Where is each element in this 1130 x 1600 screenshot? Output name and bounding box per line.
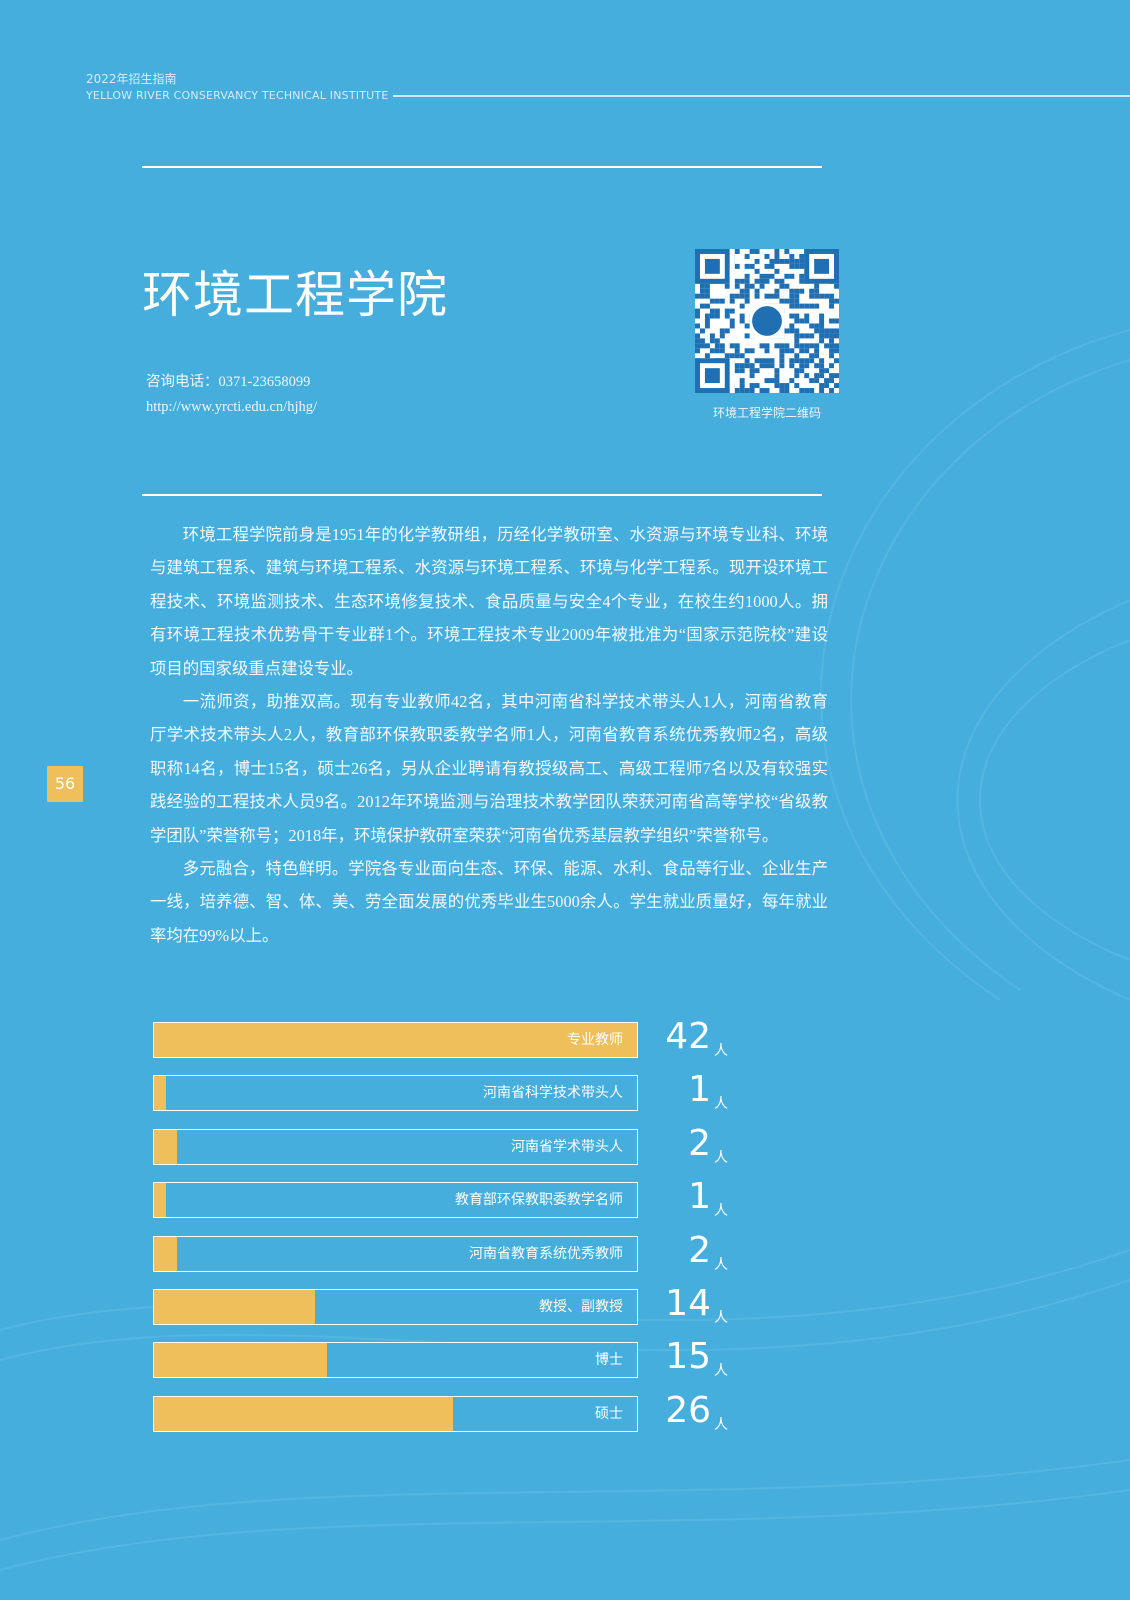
bar-label: 博士: [595, 1352, 623, 1369]
bar-fill: [154, 1290, 315, 1324]
bar-label: 河南省科学技术带头人: [483, 1085, 623, 1102]
website-link[interactable]: http://www.yrcti.edu.cn/hjhg/: [146, 399, 318, 415]
bar-row: 河南省科学技术带头人 1 人: [153, 1069, 873, 1113]
paragraph: 环境工程学院前身是1951年的化学教研组，历经化学教研室、水资源与环境专业科、环…: [150, 525, 828, 678]
bar-unit: 人: [714, 1096, 728, 1113]
bar-track: 专业教师: [153, 1022, 638, 1058]
paragraph: 一流师资，助推双高。现有专业教师42名，其中河南省科学技术带头人1人，河南省教育…: [150, 692, 828, 845]
bar-row: 教育部环保教职委教学名师 1 人: [153, 1176, 873, 1220]
bar-row: 河南省教育系统优秀教师 2 人: [153, 1230, 873, 1273]
bar-fill: [154, 1129, 177, 1164]
bar-label: 河南省教育系统优秀教师: [469, 1245, 623, 1262]
bar-value: 15: [665, 1336, 711, 1378]
bar-label: 硕士: [595, 1405, 623, 1422]
bar-value: 42: [665, 1016, 711, 1057]
bar-row: 河南省学术带头人 2 人: [153, 1123, 873, 1166]
bar-value: 1: [688, 1069, 711, 1111]
bar-label: 河南省学术带头人: [511, 1138, 623, 1155]
page-title: 环境工程学院: [142, 266, 448, 324]
header-divider: [393, 95, 1130, 97]
contact-info: 咨询电话：0371-23658099 http://www.yrcti.edu.…: [146, 370, 317, 420]
qr-code: [695, 249, 839, 393]
phone: 咨询电话：0371-23658099: [146, 374, 311, 390]
paragraph: 多元融合，特色鲜明。学院各专业面向生态、环保、能源、水利、食品等行业、企业生产一…: [150, 859, 828, 945]
institute-name: YELLOW RIVER CONSERVANCY TECHNICAL INSTI…: [86, 89, 389, 102]
bar-value: 1: [688, 1176, 711, 1218]
bar-label: 教授、副教授: [539, 1299, 623, 1315]
guide-title: 2022年招生指南: [86, 72, 177, 86]
qr-caption: 环境工程学院二维码: [712, 406, 821, 420]
bar-value: 2: [688, 1229, 711, 1271]
bar-unit: 人: [714, 1043, 728, 1059]
bar-track: 教育部环保教职委教学名师: [153, 1182, 638, 1219]
bar-row: 教授、副教授 14 人: [153, 1283, 873, 1326]
intro-text: 环境工程学院前身是1951年的化学教研组，历经化学教研室、水资源与环境专业科、环…: [150, 518, 828, 952]
bar-unit: 人: [714, 1149, 728, 1166]
bar-row: 博士 15 人: [153, 1336, 873, 1380]
bar-track: 硕士: [153, 1395, 638, 1432]
top-divider: [142, 166, 822, 168]
bar-fill: [154, 1076, 166, 1111]
page-number: 56: [47, 766, 83, 802]
bar-fill: [154, 1183, 166, 1218]
bar-label: 教育部环保教职委教学名师: [455, 1192, 623, 1209]
bar-unit: 人: [714, 1310, 728, 1326]
bar-row: 硕士 26 人: [153, 1390, 873, 1433]
bar-track: 河南省学术带头人: [153, 1128, 638, 1165]
bar-unit: 人: [714, 1363, 728, 1380]
bar-unit: 人: [714, 1203, 728, 1220]
bar-row: 专业教师 42 人: [153, 1016, 873, 1059]
bar-fill: [154, 1236, 177, 1271]
bar-value: 2: [688, 1122, 711, 1164]
bar-value: 26: [665, 1389, 711, 1431]
bar-track: 教授、副教授: [153, 1289, 638, 1325]
bar-track: 河南省科学技术带头人: [153, 1075, 638, 1112]
bar-unit: 人: [714, 1256, 728, 1273]
bar-track: 河南省教育系统优秀教师: [153, 1235, 638, 1272]
bar-fill: [154, 1396, 453, 1431]
bar-label: 专业教师: [567, 1032, 623, 1048]
bar-unit: 人: [714, 1416, 728, 1433]
bottom-divider: [142, 494, 822, 496]
bar-value: 14: [665, 1283, 711, 1324]
bar-fill: [154, 1343, 327, 1378]
bar-track: 博士: [153, 1342, 638, 1379]
bar-fill: [154, 1023, 637, 1057]
